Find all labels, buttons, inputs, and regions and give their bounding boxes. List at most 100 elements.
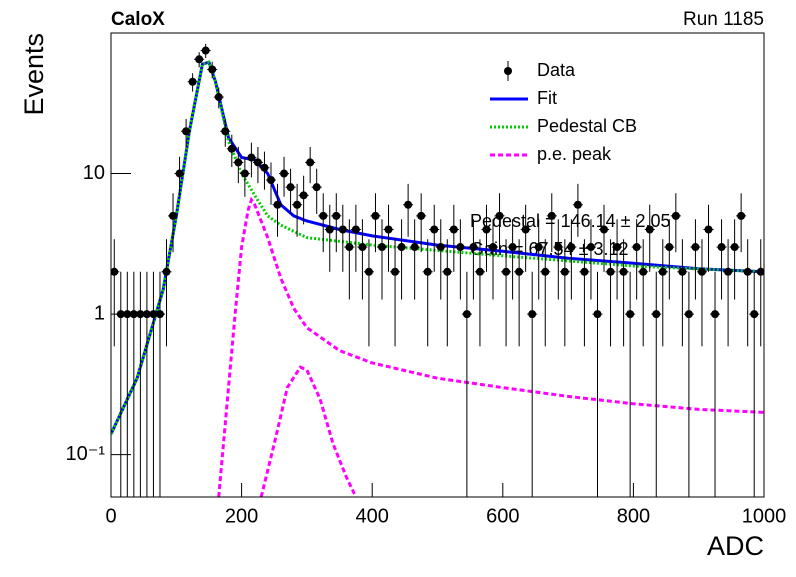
data-point — [260, 163, 269, 172]
data-point — [489, 243, 498, 252]
data-point — [182, 127, 191, 136]
data-point — [391, 267, 400, 276]
data-point — [371, 211, 380, 220]
data-point — [475, 267, 484, 276]
data-point — [129, 310, 138, 319]
data-point — [436, 243, 445, 252]
data-point — [743, 267, 752, 276]
data-point — [253, 158, 262, 167]
data-point — [221, 127, 230, 136]
data-point — [449, 225, 458, 234]
data-point — [195, 55, 204, 64]
x-tick-label: 1000 — [742, 505, 787, 527]
data-point — [697, 267, 706, 276]
data-point — [495, 211, 504, 220]
data-point — [175, 169, 184, 178]
data-point — [149, 310, 158, 319]
data-point — [325, 225, 334, 234]
data-point — [456, 243, 465, 252]
data-point — [508, 243, 517, 252]
legend-label: Data — [537, 60, 576, 80]
data-point — [111, 267, 119, 276]
data-point — [247, 153, 256, 162]
data-point — [639, 267, 648, 276]
data-point — [665, 243, 674, 252]
y-tick-label: 10 — [83, 162, 105, 184]
data-point — [515, 267, 524, 276]
data-point — [312, 183, 321, 192]
data-point — [580, 267, 589, 276]
data-point — [724, 267, 733, 276]
data-point — [136, 310, 145, 319]
data-point — [423, 267, 432, 276]
fit-annotation: Pedestal = 146.14 ± 2.05 — [470, 211, 671, 231]
data-point — [756, 267, 764, 276]
data-point — [567, 243, 576, 252]
data-point — [528, 310, 537, 319]
data-point — [227, 144, 236, 153]
data-point — [626, 310, 635, 319]
data-point — [306, 158, 315, 167]
data-point — [632, 243, 641, 252]
data-point — [299, 191, 308, 200]
data-point — [593, 310, 602, 319]
data-point — [266, 175, 275, 184]
data-point — [730, 243, 739, 252]
data-point — [201, 46, 210, 55]
data-point — [586, 243, 595, 252]
data-point — [273, 200, 282, 209]
x-tick-label: 200 — [225, 505, 258, 527]
data-point — [658, 267, 667, 276]
x-tick-label: 800 — [617, 505, 650, 527]
data-point — [404, 200, 413, 209]
data-point — [319, 211, 328, 220]
data-point — [671, 211, 680, 220]
data-point — [613, 243, 622, 252]
data-point — [482, 225, 491, 234]
frame — [110, 32, 765, 498]
data-point — [691, 243, 700, 252]
data-point — [286, 183, 295, 192]
legend-label: Pedestal CB — [537, 116, 637, 136]
data-point — [541, 267, 550, 276]
data-point — [547, 211, 556, 220]
data-point — [430, 225, 439, 234]
data-point — [169, 211, 178, 220]
data-point — [521, 225, 530, 234]
data-point — [280, 169, 289, 178]
data-point — [717, 243, 726, 252]
data-point — [619, 267, 628, 276]
legend-label: p.e. peak — [537, 144, 612, 164]
fit-curve — [111, 60, 764, 435]
data-point — [188, 77, 197, 86]
data-point — [554, 243, 563, 252]
data-point — [750, 310, 759, 319]
chart-subtitle: Run 1185 — [683, 9, 764, 30]
legend-label: Fit — [537, 88, 557, 108]
data-point — [358, 243, 367, 252]
chart-title: CaloX — [111, 9, 165, 30]
fit-curve — [111, 60, 764, 435]
data-point — [534, 243, 543, 252]
x-tick-label: 400 — [356, 505, 389, 527]
data-point — [600, 225, 609, 234]
data-point — [502, 267, 511, 276]
data-point — [240, 169, 249, 178]
y-axis-label: Events — [19, 33, 49, 116]
data-point — [384, 225, 393, 234]
x-tick-label: 0 — [105, 505, 116, 527]
data-point — [711, 310, 720, 319]
data-point — [678, 267, 687, 276]
data-point — [208, 65, 217, 74]
data-point — [560, 267, 569, 276]
data-point — [293, 200, 302, 209]
data-point — [351, 225, 360, 234]
data-point — [345, 243, 354, 252]
x-axis-label: ADC — [707, 531, 764, 561]
data-point — [417, 211, 426, 220]
data-point — [155, 310, 164, 319]
data-point — [573, 200, 582, 209]
